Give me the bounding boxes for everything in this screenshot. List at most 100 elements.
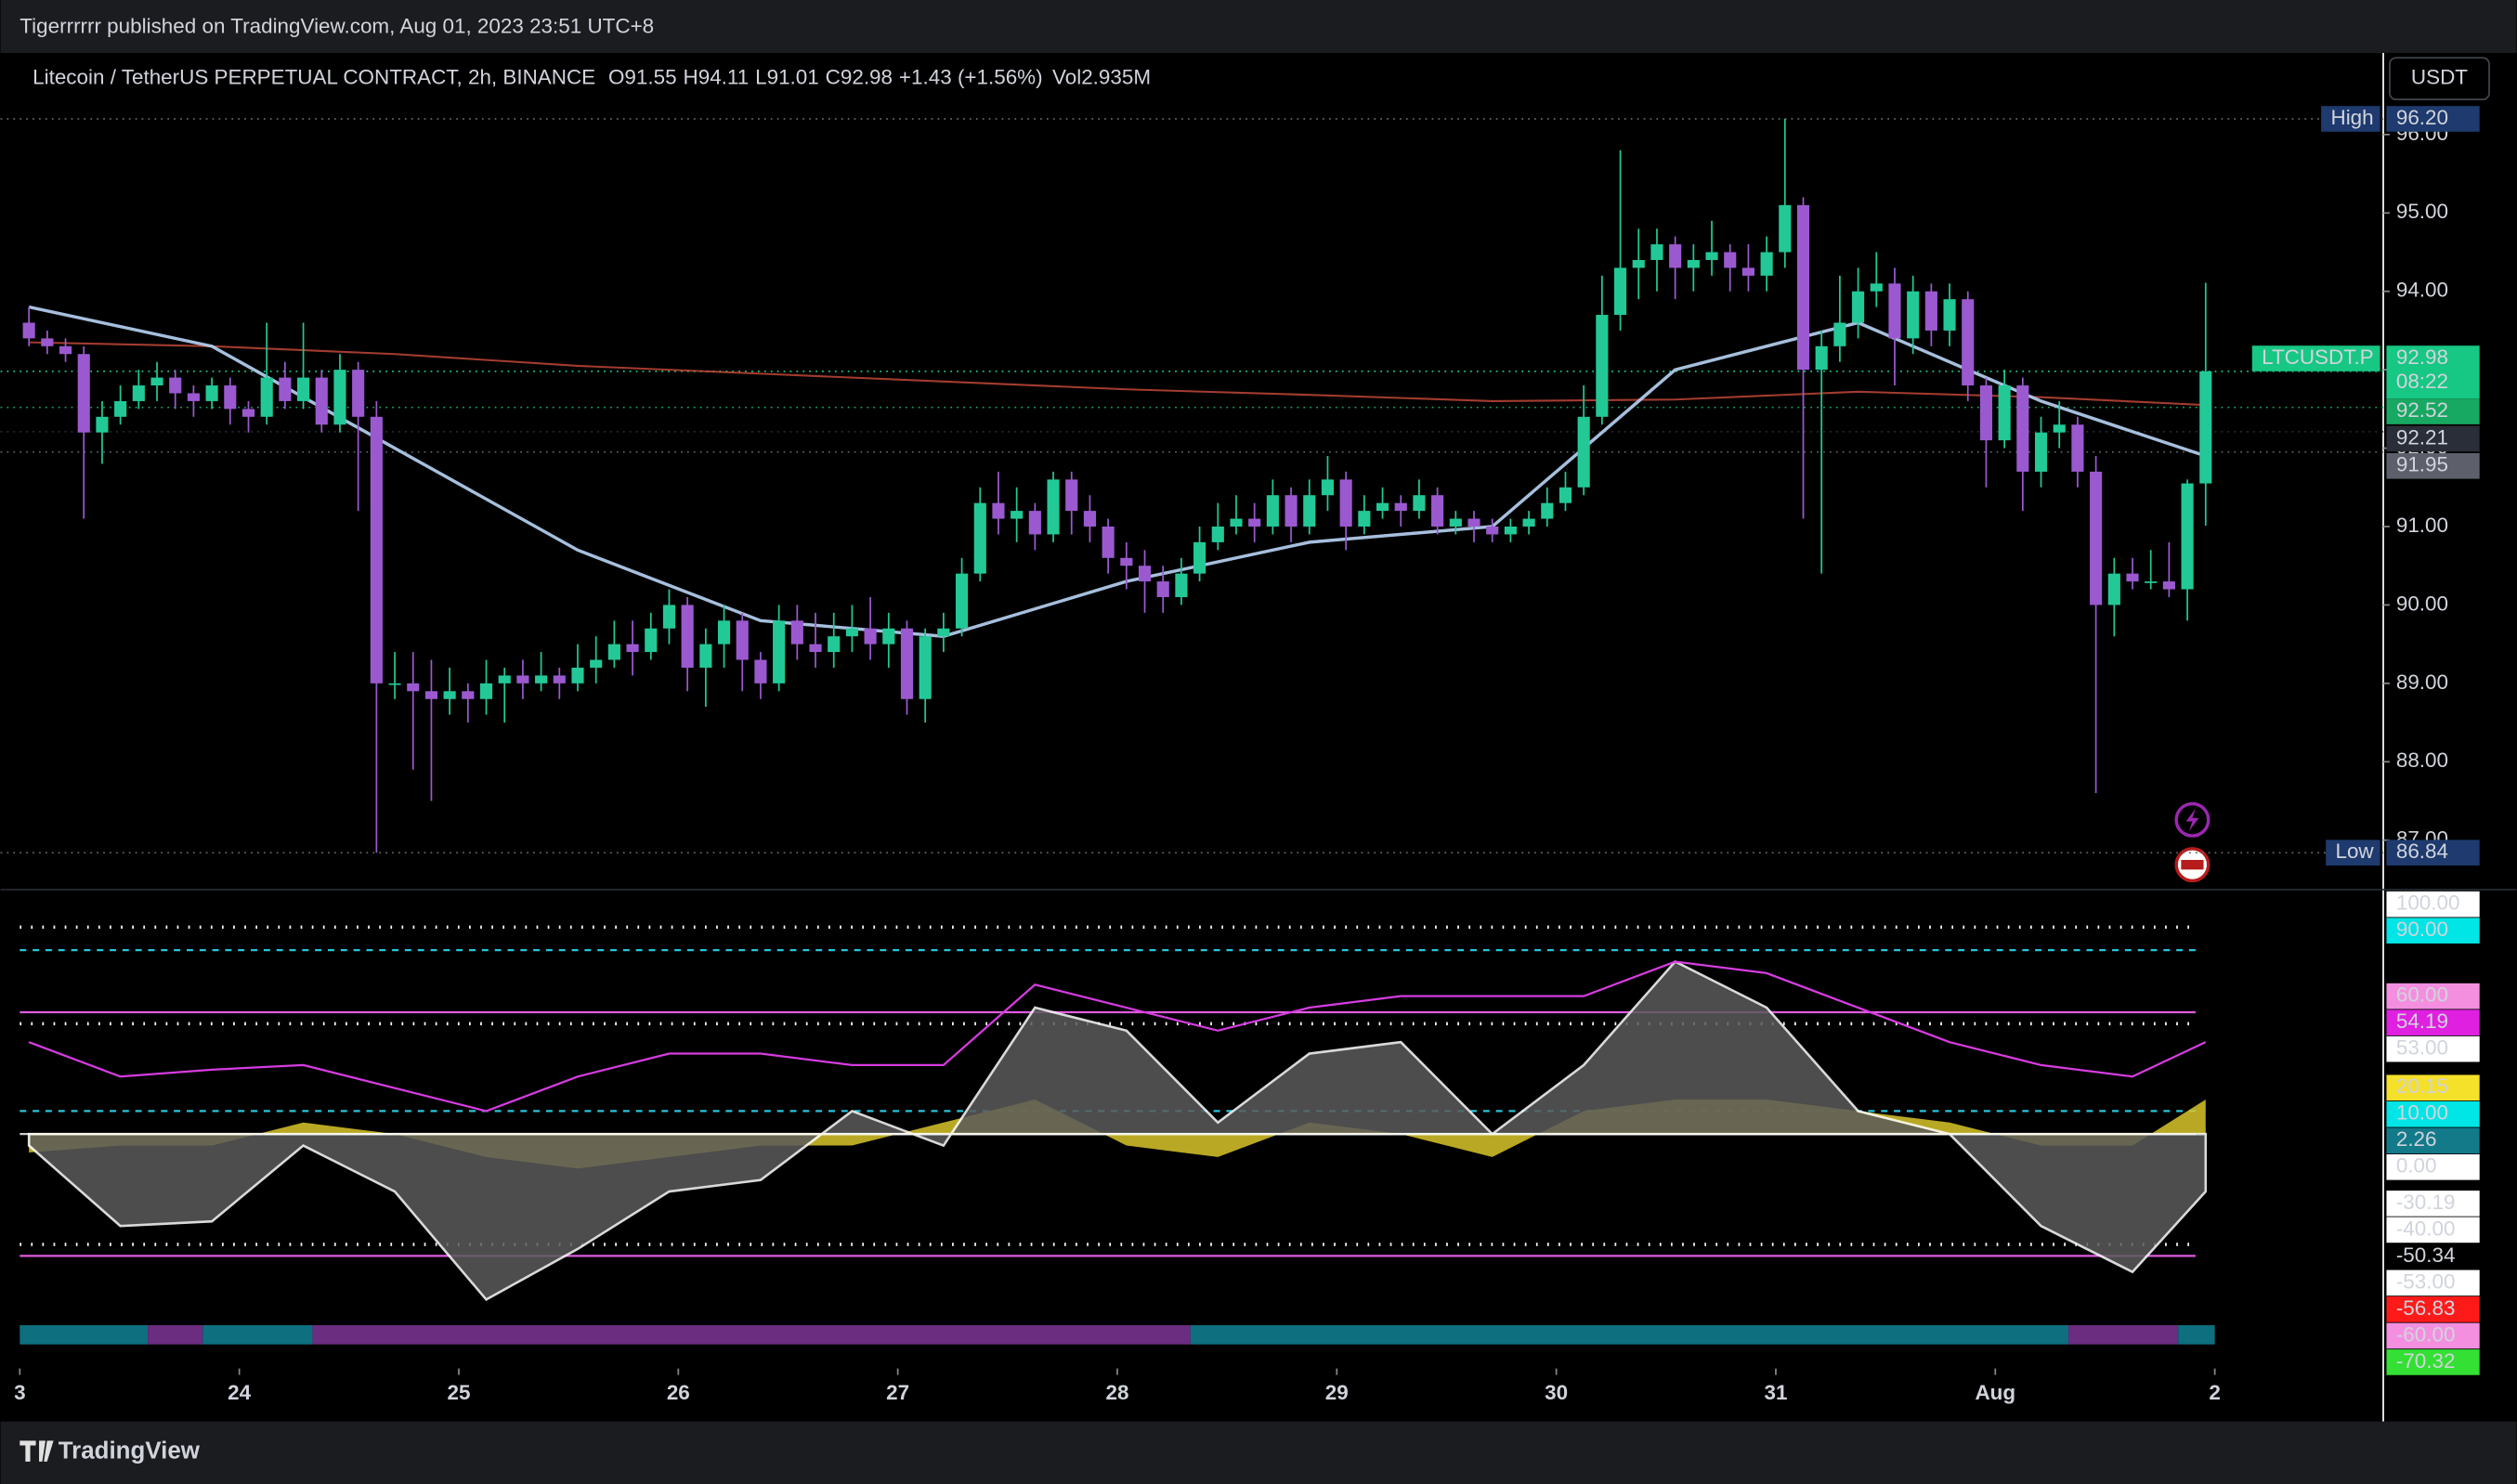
flag: [2181, 859, 2204, 870]
marker-tag: [2251, 345, 2380, 371]
candle-body: [1211, 527, 1224, 542]
osc-badge-label: -56.83: [2396, 1296, 2456, 1320]
regime-strip: [312, 1324, 1191, 1345]
candle-body: [370, 416, 383, 683]
candle-body: [1138, 566, 1152, 582]
candle-body: [956, 573, 969, 629]
candle-body: [132, 385, 145, 401]
legend-text: C: [826, 66, 841, 89]
osc-badge: [2386, 1035, 2480, 1062]
candle-body: [2162, 581, 2175, 590]
regime-strip: [2068, 1324, 2179, 1345]
legend-text: Vol: [1052, 66, 1081, 89]
candle-body: [1596, 315, 1609, 417]
candle-body: [224, 385, 237, 410]
osc-badge: [2386, 1322, 2480, 1349]
osc-badge: [2386, 1153, 2480, 1180]
candle-body: [1413, 495, 1426, 512]
moving-average: [29, 341, 2206, 407]
x-tick-label: 27: [886, 1381, 909, 1404]
candle-body: [1979, 385, 1993, 441]
candle-body: [77, 354, 90, 433]
osc-badge: [2386, 1100, 2480, 1127]
currency-button[interactable]: [2389, 57, 2490, 100]
candle-body: [241, 409, 255, 417]
osc-badge: [2386, 1127, 2480, 1154]
candle-body: [1285, 495, 1298, 527]
osc-badge-label: 54.19: [2396, 1009, 2448, 1033]
candle-body: [2199, 371, 2212, 484]
candle-body: [2145, 581, 2158, 583]
osc-badge: [2386, 1217, 2480, 1243]
candle-body: [809, 644, 822, 653]
candle-body: [1558, 487, 1572, 503]
osc-badge-label: 10.00: [2396, 1101, 2448, 1125]
candle-body: [717, 620, 731, 644]
candle-body: [2107, 573, 2120, 605]
osc-badge-label: -50.34: [2396, 1243, 2456, 1267]
x-tick-label: 31: [1764, 1381, 1787, 1404]
candle-body: [1266, 495, 1279, 527]
candle-body: [41, 338, 54, 346]
x-tick-label: 29: [1325, 1381, 1349, 1404]
candle-body: [407, 683, 420, 692]
candle-body: [1815, 345, 1828, 371]
osc-badge-label: 2.26: [2396, 1127, 2437, 1151]
candle-body: [1650, 244, 1663, 260]
candle-body: [1796, 204, 1810, 371]
x-tick-label: Aug: [1975, 1381, 2015, 1404]
candle-body: [1943, 299, 1956, 331]
candle-body: [535, 675, 548, 683]
candle-body: [388, 683, 401, 685]
candle-body: [773, 620, 786, 683]
candle-body: [1522, 518, 1535, 527]
osc-badge-label: -53.00: [2396, 1269, 2456, 1293]
candle-body: [645, 628, 658, 653]
candle-body: [1614, 267, 1627, 316]
candle-body: [2071, 424, 2084, 472]
legend-text: 2.935M: [1081, 66, 1151, 89]
candle-body: [1175, 573, 1188, 597]
legend-text: +1.43 (+1.56%): [899, 66, 1043, 89]
candle-body: [590, 659, 603, 668]
x-tick-label: 28: [1105, 1381, 1128, 1404]
candle-body: [1028, 511, 1041, 535]
candle-body: [1394, 502, 1407, 512]
candle-body: [626, 644, 639, 653]
marker-tag: [2321, 106, 2380, 132]
marker-tag: [2326, 840, 2380, 866]
x-tick-label: 2: [2209, 1381, 2220, 1404]
osc-badge-label: -60.00: [2396, 1322, 2456, 1346]
candle-body: [662, 605, 676, 629]
currency[interactable]: USDT: [2411, 66, 2468, 89]
candle-body: [754, 659, 767, 683]
price-badge: [2386, 425, 2480, 452]
candle-body: [169, 377, 182, 394]
candle-body: [736, 620, 749, 660]
candle-body: [1687, 259, 1700, 268]
candle-body: [59, 345, 72, 355]
candle-body: [1907, 291, 1920, 339]
candle-body: [22, 322, 35, 339]
legend-text: L: [755, 66, 766, 89]
countdown: 08:22: [2396, 370, 2448, 393]
candle-body: [828, 636, 841, 653]
osc-badge: [2386, 1349, 2480, 1375]
osc-badge-label: 60.00: [2396, 983, 2448, 1007]
candle-body: [882, 628, 895, 644]
candle-body: [1924, 291, 1937, 331]
candle-body: [1852, 291, 1865, 323]
candle-body: [992, 502, 1005, 519]
candle-body: [699, 644, 712, 668]
y-tick-label: 90.00: [2396, 592, 2448, 615]
osc-badge: [2386, 1269, 2480, 1296]
marker-name: LTCUSDT.P: [2262, 345, 2374, 369]
candle-body: [1504, 527, 1517, 535]
candle-body: [1741, 267, 1754, 276]
x-tick-label: 25: [447, 1381, 470, 1404]
candle-body: [1888, 283, 1901, 339]
candle-body: [1083, 511, 1096, 527]
osc-badge: [2386, 983, 2480, 1009]
candle-body: [1358, 511, 1371, 527]
candle-body: [1321, 479, 1335, 496]
